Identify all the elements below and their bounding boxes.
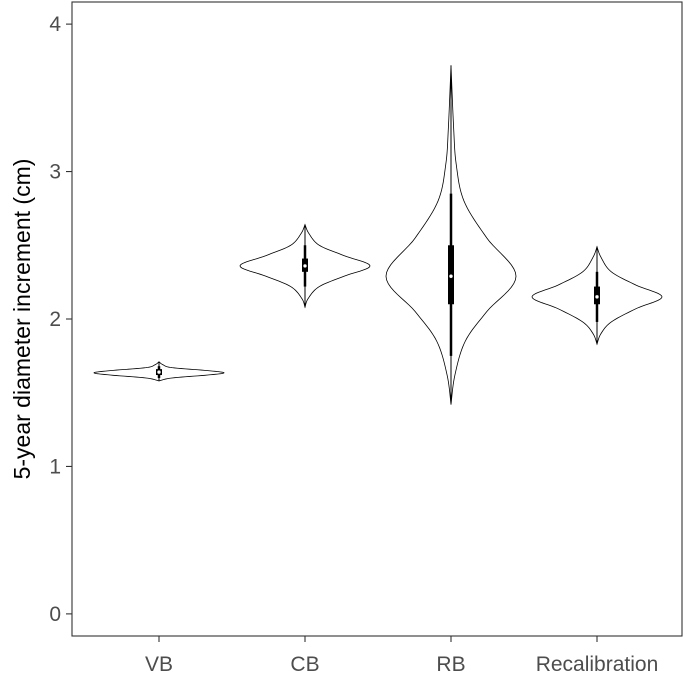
x-tick-label: RB <box>436 653 465 676</box>
y-axis-title: 5-year diameter increment (cm) <box>9 159 35 480</box>
y-axis: 0 1 2 3 4 <box>49 13 72 626</box>
median-point <box>302 263 308 269</box>
x-tick-label: CB <box>290 653 319 676</box>
y-tick-label: 4 <box>49 13 61 36</box>
y-tick-label: 1 <box>49 455 61 478</box>
violin-cb <box>239 223 371 309</box>
violin-rb <box>385 65 517 405</box>
median-point <box>448 273 454 279</box>
x-tick-label: Recalibration <box>536 653 659 676</box>
median-point <box>594 294 600 300</box>
median-point <box>156 369 162 375</box>
violin-recalibration <box>531 245 663 346</box>
x-tick-label: VB <box>145 653 173 676</box>
x-axis: VB CB RB Recalibration <box>145 636 658 676</box>
y-tick-label: 2 <box>49 308 61 331</box>
y-tick-label: 3 <box>49 161 61 184</box>
violin-vb <box>93 361 225 382</box>
y-tick-label: 0 <box>49 603 61 626</box>
violins <box>93 65 663 405</box>
